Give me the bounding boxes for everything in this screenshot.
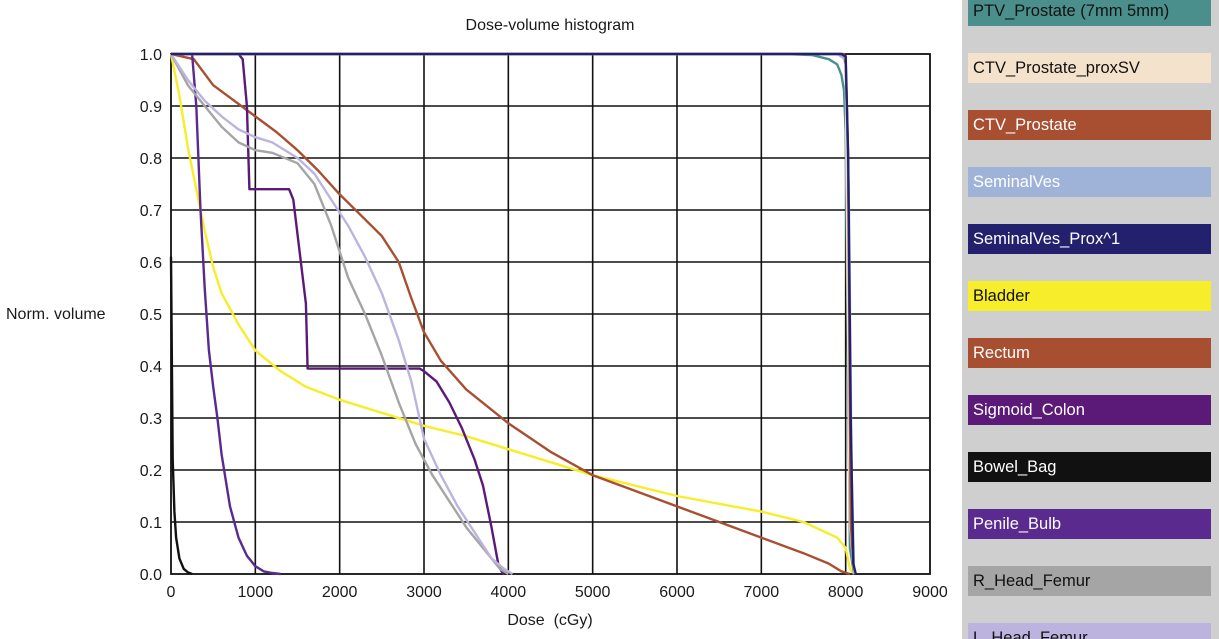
series-line-l-head-femur	[169, 53, 514, 576]
series-line-bowel-bag	[169, 256, 193, 576]
legend-item: Rectum	[968, 338, 1211, 368]
legend-item: CTV_Prostate	[968, 110, 1211, 140]
x-tick-label: 8000	[828, 584, 864, 601]
x-tick-label: 1000	[238, 584, 274, 601]
y-tick-label: 0.9	[140, 99, 162, 116]
legend-item: Sigmoid_Colon	[968, 395, 1211, 425]
x-tick-label: 6000	[659, 584, 695, 601]
series-line-r-head-femur	[169, 53, 509, 576]
y-tick-label: 0.7	[140, 203, 162, 220]
y-tick-label: 0.1	[140, 515, 162, 532]
grid	[170, 53, 931, 575]
series-line-seminalves-prox-1	[171, 52, 857, 575]
x-tick-label: 3000	[406, 584, 442, 601]
y-tick-label: 0.0	[140, 567, 162, 584]
legend: PTV_Prostate (7mm 5mm) CTV_Prostate_proxS…	[962, 0, 1219, 639]
legend-item: L_Head_Femur	[968, 623, 1211, 639]
legend-item: R_Head_Femur	[968, 566, 1211, 596]
y-tick-label: 0.4	[140, 359, 162, 376]
series-line-bladder	[169, 53, 856, 575]
x-tick-label: 2000	[322, 584, 358, 601]
chart-title: Dose-volume histogram	[466, 17, 635, 34]
dvh-chart: Dose-volume histogram 0 1000 2000 3000 4000 5…	[6, 17, 948, 629]
series-line-rectum	[170, 52, 851, 576]
tick-labels: 0 1000 2000 3000 4000 5000 6000 7000 8000 9000 0.0…	[140, 47, 948, 601]
y-tick-label: 1.0	[140, 47, 162, 64]
x-tick-label: 7000	[744, 584, 780, 601]
legend-item: Bladder	[968, 281, 1211, 311]
x-tick-label: 4000	[491, 584, 527, 601]
series-line-penile-bulb	[171, 52, 281, 576]
legend-item: CTV_Prostate_proxSV	[968, 53, 1211, 83]
legend-item: Bowel_Bag	[968, 452, 1211, 482]
y-tick-label: 0.2	[140, 463, 162, 480]
x-axis-label: Dose (cGy)	[507, 612, 592, 629]
x-tick-label: 5000	[575, 584, 611, 601]
y-tick-label: 0.3	[140, 411, 162, 428]
legend-item: Penile_Bulb	[968, 509, 1211, 539]
y-tick-label: 0.5	[140, 307, 162, 324]
y-axis-label: Norm. volume	[6, 306, 106, 323]
y-tick-label: 0.8	[140, 151, 162, 168]
legend-item: PTV_Prostate (7mm 5mm)	[968, 0, 1211, 26]
x-tick-label: 0	[167, 584, 176, 601]
legend-item: SeminalVes	[968, 167, 1211, 197]
legend-item: SeminalVes_Prox^1	[968, 224, 1211, 254]
x-tick-label: 9000	[912, 584, 948, 601]
y-tick-label: 0.6	[140, 255, 162, 272]
series-lines	[169, 52, 857, 576]
